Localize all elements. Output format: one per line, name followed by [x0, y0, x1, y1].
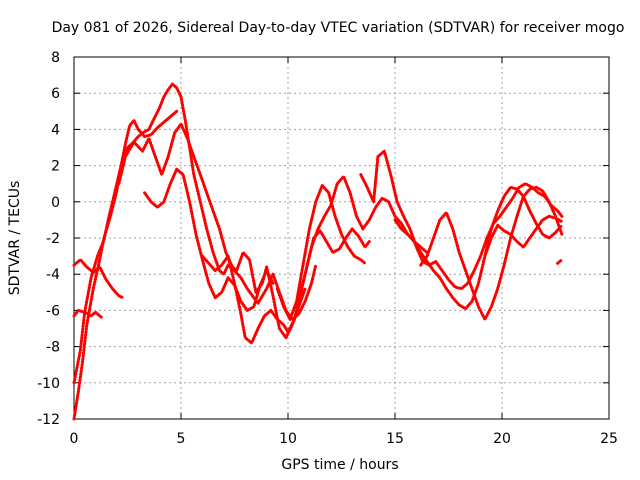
- y-axis-label: SDTVAR / TECUs: [7, 181, 23, 296]
- series-line-track-10: [359, 149, 564, 291]
- y-tick-label: 6: [51, 86, 60, 102]
- x-tick-label: 25: [600, 431, 618, 447]
- series-line-track-4: [72, 308, 104, 320]
- series-line-track-7: [200, 227, 371, 345]
- series-line-track-5: [117, 122, 307, 340]
- x-tick-label: 20: [493, 431, 511, 447]
- series-line-track-14: [556, 258, 564, 265]
- series-line-track-3: [72, 82, 318, 385]
- y-tick-label: 0: [51, 195, 60, 211]
- x-tick-label: 0: [70, 431, 79, 447]
- y-tick-label: 8: [51, 50, 60, 66]
- axis-ticks: 0 5 10 15 20 25 -12 -10 -8 -6 -4 -2 0 2 4 6 8: [37, 50, 618, 447]
- series-line-track-11: [393, 185, 564, 311]
- series-line-track-1: [72, 258, 125, 300]
- x-tick-label: 10: [279, 431, 297, 447]
- series-line-track-8: [275, 184, 367, 321]
- y-tick-label: 4: [51, 122, 60, 138]
- y-tick-label: -2: [46, 231, 60, 247]
- x-tick-label: 5: [177, 431, 186, 447]
- y-tick-label: -8: [46, 340, 60, 356]
- y-tick-label: 2: [51, 159, 60, 175]
- series-layer: [72, 82, 564, 421]
- y-tick-label: -4: [46, 267, 60, 283]
- series-line-track-13: [483, 214, 564, 258]
- x-tick-label: 15: [386, 431, 404, 447]
- series-line-track-6: [143, 167, 275, 312]
- series-line-track-2: [72, 109, 179, 421]
- chart-title: Day 081 of 2026, Sidereal Day-to-day VTE…: [52, 20, 625, 36]
- y-tick-label: -12: [37, 412, 60, 428]
- x-axis-label: GPS time / hours: [281, 457, 398, 473]
- grid: [74, 57, 609, 419]
- series-line-track-12: [419, 185, 564, 321]
- y-tick-label: -6: [46, 303, 60, 319]
- y-tick-label: -10: [37, 376, 60, 392]
